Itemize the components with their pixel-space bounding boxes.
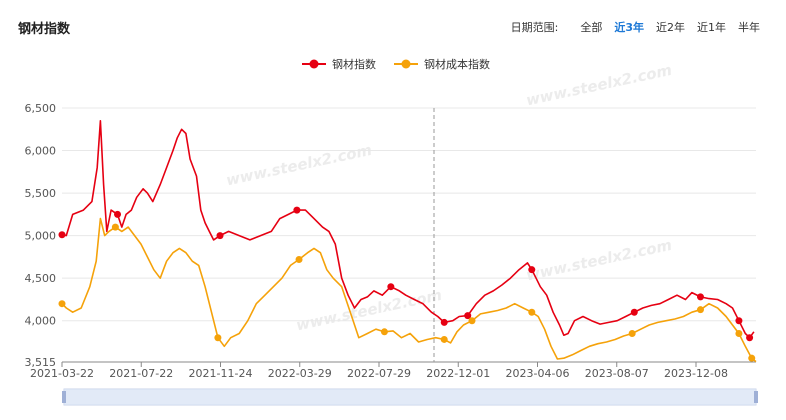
data-point-marker	[735, 317, 743, 325]
data-point-marker	[630, 308, 638, 316]
range-option-6m[interactable]: 半年	[738, 21, 760, 34]
data-point-marker	[440, 335, 448, 343]
x-tick-label: 2021-03-22	[30, 367, 94, 380]
y-tick-label: 5,000	[25, 230, 57, 243]
legend-label: 钢材指数	[332, 57, 376, 71]
data-point-marker	[628, 329, 636, 337]
data-point-marker	[748, 354, 756, 362]
data-point-marker	[214, 334, 222, 342]
watermark-text: www.steelx2.com	[524, 61, 673, 109]
y-tick-label: 6,000	[25, 145, 57, 158]
data-point-marker	[696, 306, 704, 314]
y-tick-label: 6,500	[25, 102, 57, 115]
data-point-marker	[528, 308, 536, 316]
y-tick-label: 4,500	[25, 272, 57, 285]
data-point-marker	[528, 266, 536, 274]
data-point-marker	[696, 293, 704, 301]
data-point-marker	[468, 317, 476, 325]
range-option-2y[interactable]: 近2年	[656, 21, 685, 34]
chart-title: 钢材指数	[18, 22, 71, 37]
date-range-selector: 日期范围: 全部 近3年 近2年 近1年 半年	[511, 19, 760, 35]
data-point-marker	[293, 206, 301, 214]
data-point-marker	[387, 283, 395, 291]
series-line	[61, 217, 757, 363]
x-tick-label: 2021-07-22	[109, 367, 173, 380]
y-tick-label: 3,515	[25, 356, 57, 369]
y-tick-label: 5,500	[25, 187, 57, 200]
watermark-text: www.steelx2.com	[524, 236, 673, 284]
data-point-marker	[746, 334, 754, 342]
series-line	[61, 120, 755, 339]
x-tick-label: 2023-12-08	[664, 367, 728, 380]
watermark-text: www.steelx2.com	[294, 286, 443, 334]
data-point-marker	[464, 312, 472, 320]
data-point-marker	[58, 300, 66, 308]
x-tick-label: 2023-04-06	[506, 367, 570, 380]
legend-marker	[309, 59, 319, 69]
x-tick-label: 2022-03-29	[268, 367, 332, 380]
watermark-text: www.steelx2.com	[224, 141, 373, 189]
data-point-marker	[440, 318, 448, 326]
range-navigator-selection	[64, 389, 756, 405]
range-handle-left	[62, 391, 66, 403]
range-option-all[interactable]: 全部	[580, 21, 603, 34]
range-option-1y[interactable]: 近1年	[697, 21, 726, 34]
legend-label: 钢材成本指数	[424, 57, 490, 71]
data-point-marker	[216, 232, 224, 240]
data-point-marker	[380, 328, 388, 336]
x-tick-label: 2021-11-24	[189, 367, 253, 380]
legend-marker	[401, 59, 411, 69]
data-point-marker	[114, 210, 122, 218]
x-tick-label: 2023-08-07	[585, 367, 649, 380]
date-range-label: 日期范围:	[510, 21, 559, 34]
x-tick-label: 2022-07-29	[347, 367, 411, 380]
range-handle-right	[754, 391, 758, 403]
x-tick-label: 2022-12-01	[426, 367, 490, 380]
range-option-3y[interactable]: 近3年	[614, 21, 644, 34]
data-point-marker	[295, 255, 303, 263]
data-point-marker	[58, 231, 66, 239]
data-point-marker	[111, 223, 119, 231]
data-point-marker	[735, 329, 743, 337]
y-tick-label: 4,000	[25, 315, 57, 328]
